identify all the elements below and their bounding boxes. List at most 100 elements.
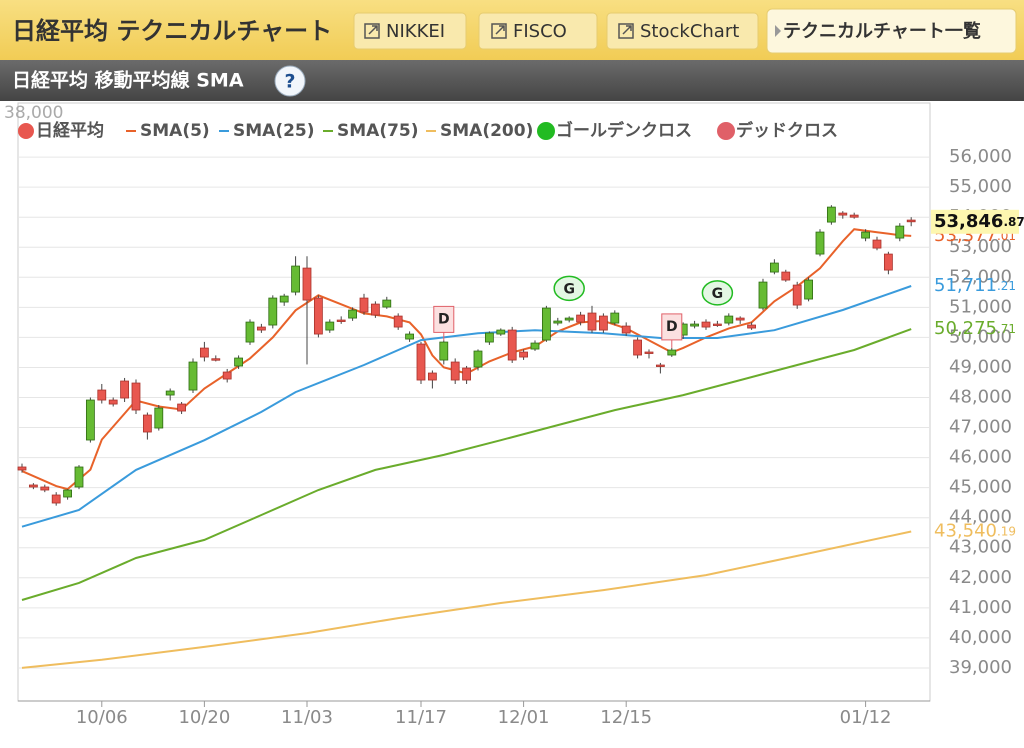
help-icon[interactable]: ? <box>284 71 295 93</box>
candle-body <box>712 323 722 326</box>
y-tick-label: 52,000 <box>949 266 1012 287</box>
legend-label: SMA(200) <box>440 121 533 141</box>
candle-body <box>633 339 642 356</box>
candle-body <box>610 312 620 324</box>
candle-body <box>724 315 734 324</box>
candle-body <box>416 343 426 381</box>
candle-body <box>553 320 563 324</box>
candle-body <box>382 299 392 308</box>
button-label[interactable]: テクニカルチャート一覧 <box>783 20 981 42</box>
candle-body <box>199 347 209 358</box>
y-tick-label: 53,000 <box>949 236 1012 257</box>
candle-body <box>256 326 266 331</box>
candle-body <box>63 489 72 498</box>
candle-body <box>28 484 38 488</box>
candle-body <box>359 297 369 313</box>
price-label: 43,540.19 <box>934 521 1016 542</box>
candle-body <box>883 253 893 271</box>
y-tick-label: 49,000 <box>949 356 1012 377</box>
candle-body <box>462 367 471 381</box>
dead-cross-label: D <box>666 319 678 335</box>
candle-body <box>348 309 357 319</box>
legend-marker <box>18 123 34 139</box>
candle-body <box>291 265 300 293</box>
sma-line <box>21 328 912 601</box>
candle-body <box>507 329 517 361</box>
candle-body <box>564 317 574 321</box>
candle-body <box>268 297 278 326</box>
help-button[interactable]: ? <box>274 65 306 97</box>
candle-body <box>804 279 813 300</box>
candle-body <box>325 321 335 331</box>
candle-body <box>895 225 905 239</box>
price-label: 51,711.21 <box>934 275 1016 296</box>
price-label: 50,275.71 <box>934 318 1016 339</box>
candle-body <box>131 382 141 411</box>
y-tick-label: 44,000 <box>949 507 1012 528</box>
button-label[interactable]: NIKKEI <box>386 21 445 42</box>
legend-marker <box>717 122 735 140</box>
candle-body <box>690 323 699 327</box>
sma-line <box>21 530 912 669</box>
candle-body <box>17 466 27 471</box>
legend-label: 日経平均 <box>36 120 104 141</box>
candle-body <box>598 315 608 331</box>
candle-body <box>245 321 255 343</box>
candle-body <box>222 371 232 380</box>
x-tick-label: 12/01 <box>498 707 550 728</box>
candle-body <box>792 284 802 306</box>
candle-body <box>906 219 916 223</box>
y-tick-label: 45,000 <box>949 477 1012 498</box>
golden-cross-marker <box>701 280 734 306</box>
y-tick-label: 50,000 <box>949 326 1012 347</box>
candle-body <box>861 231 870 239</box>
candle-body <box>735 317 745 321</box>
candle-body <box>849 214 859 218</box>
dead-cross-marker <box>661 313 683 341</box>
candle-body <box>484 332 494 343</box>
candle-body <box>51 494 61 504</box>
button[interactable]: FISCO <box>478 12 598 50</box>
y-tick-label: 48,000 <box>949 386 1012 407</box>
clipped-tick-label: 38,000 <box>4 103 63 123</box>
sub-header <box>0 60 1024 101</box>
sma-line <box>21 285 912 528</box>
legend-label: SMA(75) <box>337 121 419 141</box>
legend-marker <box>537 122 555 140</box>
legend-label: ゴールデンクロス <box>556 120 692 141</box>
x-tick-label: 11/17 <box>395 707 447 728</box>
candle-body <box>496 329 506 335</box>
y-tick-label: 41,000 <box>949 597 1012 618</box>
candle-body <box>621 325 631 334</box>
x-tick-label: 11/03 <box>281 707 333 728</box>
candle-body <box>370 303 380 316</box>
button[interactable]: NIKKEI <box>353 12 467 50</box>
candle-body <box>142 414 152 433</box>
candle-body <box>177 403 186 412</box>
golden-cross-label: G <box>712 286 724 302</box>
plot-area <box>17 102 931 702</box>
y-tick-label: 51,000 <box>949 296 1012 317</box>
button[interactable]: テクニカルチャート一覧 <box>766 8 1017 54</box>
candle-body <box>473 350 483 368</box>
y-tick-label: 42,000 <box>949 567 1012 588</box>
candle-body <box>826 206 836 223</box>
candle-body <box>302 267 312 301</box>
candle-body <box>758 281 768 309</box>
y-tick-label: 43,000 <box>949 537 1012 558</box>
button-label[interactable]: FISCO <box>513 21 567 42</box>
candle-body <box>667 349 677 356</box>
candle-body <box>644 351 654 354</box>
x-tick-label: 10/20 <box>178 707 230 728</box>
candle-body <box>97 389 107 401</box>
golden-cross-marker <box>553 275 585 302</box>
candle-body <box>747 324 756 329</box>
button-label[interactable]: StockChart <box>640 21 739 42</box>
candle-body <box>519 351 528 358</box>
candle-body <box>188 361 198 391</box>
button[interactable]: StockChart <box>606 12 759 50</box>
candle-body <box>154 407 164 429</box>
candle-body <box>40 486 50 491</box>
candle-body <box>120 380 129 399</box>
